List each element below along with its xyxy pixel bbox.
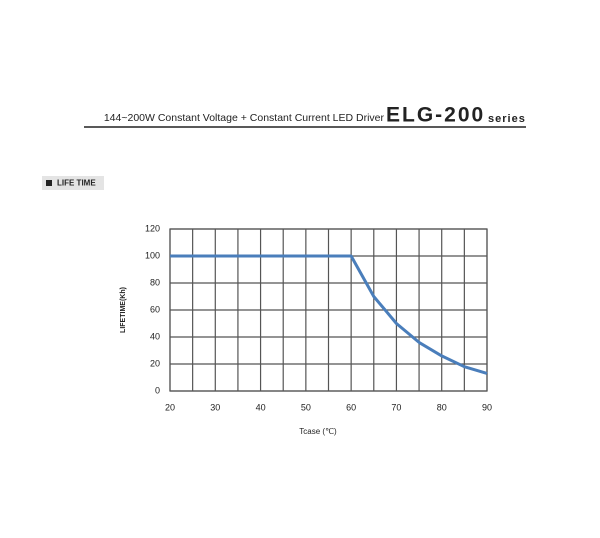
y-tick-label: 60 — [150, 304, 160, 314]
section-band — [42, 176, 104, 190]
x-tick-label: 50 — [301, 402, 311, 412]
header-model: ELG-200 — [386, 104, 485, 127]
x-axis-label: Tcase (℃) — [299, 427, 337, 436]
x-tick-label: 40 — [256, 402, 266, 412]
y-tick-label: 0 — [155, 385, 160, 395]
section-bullet — [46, 180, 52, 186]
x-tick-label: 60 — [346, 402, 356, 412]
x-tick-label: 30 — [210, 402, 220, 412]
x-tick-label: 70 — [391, 402, 401, 412]
x-tick-label: 90 — [482, 402, 492, 412]
y-tick-label: 20 — [150, 358, 160, 368]
y-tick-label: 80 — [150, 277, 160, 287]
header-description: 144~200W Constant Voltage + Constant Cur… — [104, 112, 385, 124]
header-series: series — [488, 113, 526, 125]
x-tick-label: 20 — [165, 402, 175, 412]
y-axis-label: LIFETIME(Kh) — [120, 287, 127, 333]
section-title: LIFE TIME — [57, 179, 96, 188]
data-line — [170, 254, 488, 375]
x-tick-label: 80 — [437, 402, 447, 412]
y-tick-label: 40 — [150, 331, 160, 341]
y-tick-label: 100 — [145, 250, 160, 260]
y-tick-label: 120 — [145, 223, 160, 233]
